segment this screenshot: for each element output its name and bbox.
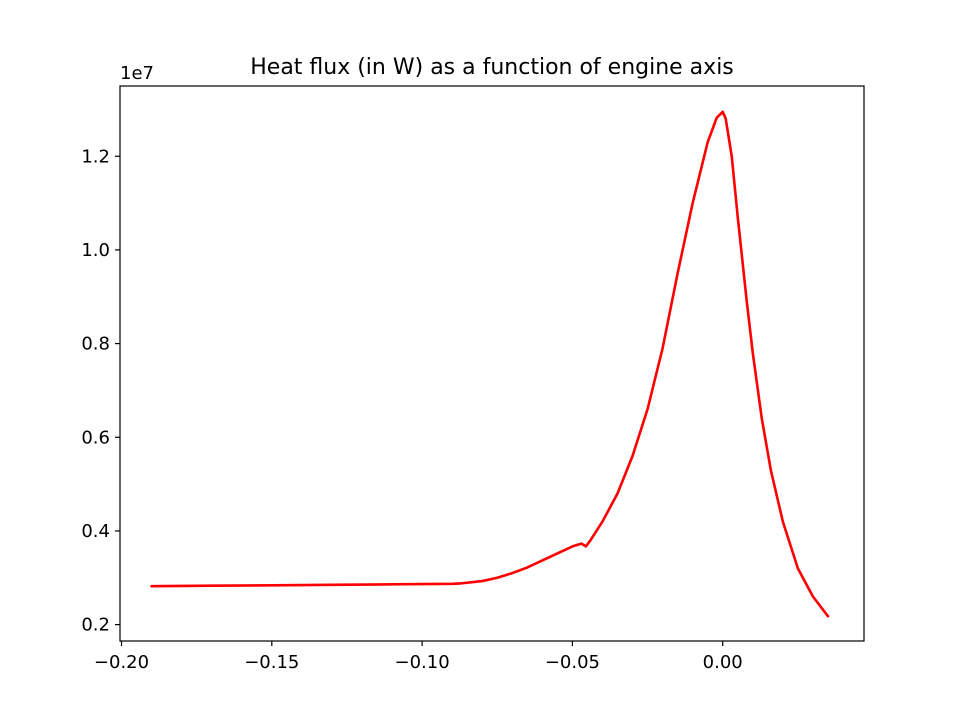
plot-area-frame bbox=[119, 85, 865, 642]
y-tick-label: 0.2 bbox=[81, 615, 110, 636]
x-tick-label: 0.00 bbox=[703, 652, 743, 673]
y-tick-label: 0.4 bbox=[81, 521, 110, 542]
chart-title: Heat flux (in W) as a function of engine… bbox=[250, 55, 734, 80]
series-line-0 bbox=[150, 110, 830, 618]
y-axis-offset-label: 1e7 bbox=[120, 63, 154, 84]
y-axis-ticks: 0.2 0.4 0.6 0.8 1.0 1.2 bbox=[81, 146, 120, 636]
x-tick-label: −0.10 bbox=[395, 652, 450, 673]
y-tick-label: 1.0 bbox=[81, 240, 110, 261]
y-tick-label: 1.2 bbox=[81, 146, 110, 167]
y-tick-label: 0.8 bbox=[81, 334, 110, 355]
series-layer bbox=[150, 110, 830, 618]
x-tick-label: −0.20 bbox=[94, 652, 149, 673]
y-tick-label: 0.6 bbox=[81, 427, 110, 448]
x-tick-label: −0.15 bbox=[244, 652, 299, 673]
x-tick-label: −0.05 bbox=[545, 652, 600, 673]
x-axis-ticks: −0.20 −0.15 −0.10 −0.05 0.00 bbox=[94, 641, 743, 673]
